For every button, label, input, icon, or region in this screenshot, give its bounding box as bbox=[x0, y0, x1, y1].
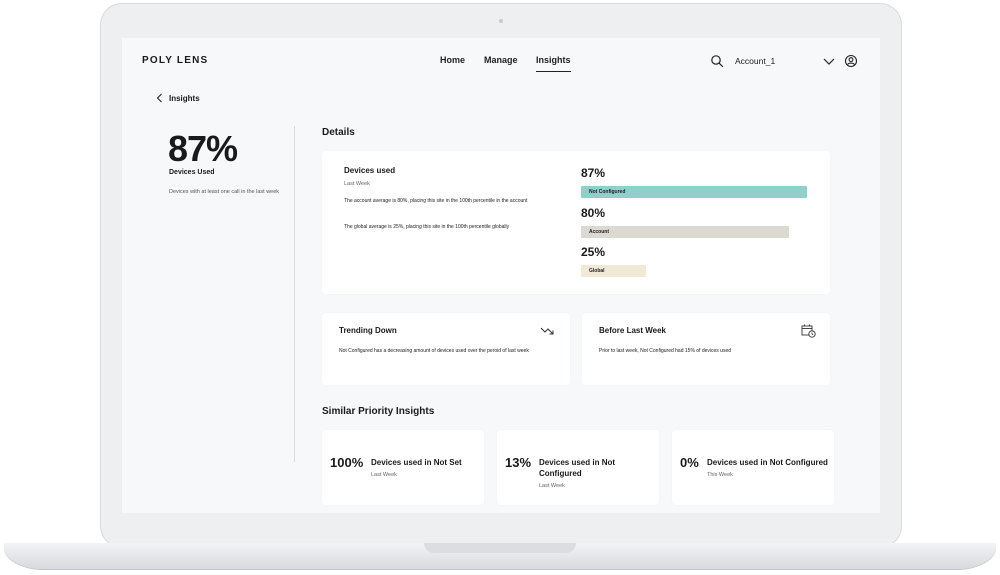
top-bar: POLY LENS Home Manage Insights Account_1 bbox=[122, 38, 880, 86]
bar-not-configured: Not Configured bbox=[581, 186, 807, 198]
bar-label-global: Global bbox=[589, 268, 605, 274]
summary-description: Devices with at least one call in the la… bbox=[169, 189, 280, 195]
card-title: Devices used bbox=[344, 166, 396, 175]
similar-insight-card[interactable]: 13% Devices used in Not Configured Last … bbox=[497, 430, 659, 505]
vertical-divider bbox=[294, 126, 295, 462]
bar-account: Account bbox=[581, 226, 789, 238]
nav-home[interactable]: Home bbox=[440, 55, 466, 65]
before-last-week-title: Before Last Week bbox=[599, 326, 666, 335]
breadcrumb-label[interactable]: Insights bbox=[169, 93, 200, 103]
before-last-week-card: Before Last Week Prior to last week, Not… bbox=[582, 313, 830, 385]
metric-global: 25% bbox=[581, 245, 606, 259]
global-average-text: The global average is 25%, placing this … bbox=[344, 224, 510, 230]
similar-insight-subtitle: Last Week bbox=[371, 472, 397, 478]
similar-insight-percent: 0% bbox=[680, 455, 699, 470]
metric-not-configured: 87% bbox=[581, 166, 606, 180]
app-screen: POLY LENS Home Manage Insights Account_1… bbox=[122, 38, 880, 513]
summary-label: Devices Used bbox=[169, 169, 215, 176]
app-logo: POLY LENS bbox=[142, 55, 209, 66]
summary-percent: 87% bbox=[168, 128, 238, 169]
details-title: Details bbox=[322, 127, 355, 138]
card-subtitle: Last Week bbox=[344, 181, 370, 187]
chevron-left-icon[interactable] bbox=[156, 93, 163, 103]
chevron-down-icon[interactable] bbox=[822, 54, 836, 68]
trending-down-text: Not Configured has a decreasing amount o… bbox=[339, 348, 529, 354]
similar-insight-title: Devices used in Not Configured bbox=[539, 458, 616, 478]
search-icon[interactable] bbox=[710, 54, 724, 68]
nav-manage[interactable]: Manage bbox=[484, 55, 518, 65]
similar-insight-title: Devices used in Not Set bbox=[371, 458, 462, 467]
bar-label-account: Account bbox=[589, 229, 609, 235]
webcam bbox=[499, 19, 503, 23]
before-last-week-text: Prior to last week, Not Configured had 1… bbox=[599, 348, 732, 354]
similar-insights-title: Similar Priority Insights bbox=[322, 406, 435, 417]
metric-account: 80% bbox=[581, 206, 606, 220]
similar-insight-subtitle: This Week bbox=[707, 472, 733, 478]
account-name[interactable]: Account_1 bbox=[735, 56, 776, 66]
account-average-text: The account average is 80%, placing this… bbox=[344, 198, 528, 204]
nav-insights[interactable]: Insights bbox=[536, 55, 571, 72]
similar-insight-percent: 13% bbox=[505, 455, 532, 470]
similar-insight-card[interactable]: 100% Devices used in Not Set Last Week bbox=[322, 430, 484, 505]
user-circle-icon[interactable] bbox=[844, 54, 858, 68]
calendar-clock-icon bbox=[801, 324, 816, 338]
devices-used-card: Devices used Last Week The account avera… bbox=[322, 151, 830, 294]
bar-label-not-configured: Not Configured bbox=[589, 189, 626, 195]
similar-insight-title: Devices used in Not Configured bbox=[707, 458, 828, 467]
trending-down-card: Trending Down Not Configured has a decre… bbox=[322, 313, 570, 385]
similar-insight-percent: 100% bbox=[330, 455, 364, 470]
similar-insight-card[interactable]: 0% Devices used in Not Configured This W… bbox=[672, 430, 834, 505]
breadcrumb[interactable]: Insights bbox=[156, 93, 200, 103]
bar-global: Global bbox=[581, 265, 646, 277]
similar-insight-subtitle: Last Week bbox=[539, 483, 565, 489]
trending-down-icon bbox=[540, 327, 554, 335]
trending-down-title: Trending Down bbox=[339, 326, 397, 335]
laptop-notch bbox=[424, 543, 576, 553]
